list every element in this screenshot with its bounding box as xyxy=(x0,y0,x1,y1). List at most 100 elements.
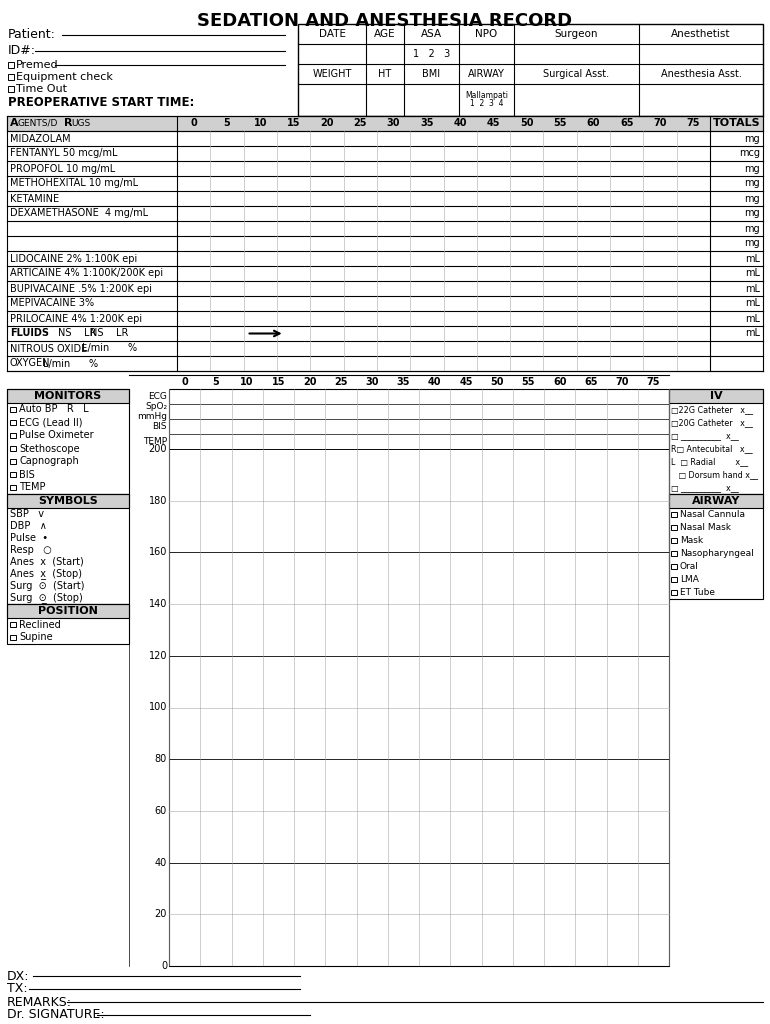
Text: AIRWAY: AIRWAY xyxy=(468,69,505,79)
Bar xyxy=(10,433,15,438)
Text: Nasopharyngeal: Nasopharyngeal xyxy=(680,549,754,558)
Text: Surgical Asst.: Surgical Asst. xyxy=(544,69,610,79)
Text: ASA: ASA xyxy=(421,29,442,39)
Text: 55: 55 xyxy=(521,377,535,387)
Text: 10: 10 xyxy=(253,119,267,128)
Text: SEDATION AND ANESTHESIA RECORD: SEDATION AND ANESTHESIA RECORD xyxy=(197,12,573,30)
Bar xyxy=(10,407,15,413)
Text: R□ Antecubital   x__: R□ Antecubital x__ xyxy=(671,444,752,453)
Text: Anesthesia Asst.: Anesthesia Asst. xyxy=(661,69,742,79)
Text: 70: 70 xyxy=(615,377,629,387)
Text: 35: 35 xyxy=(397,377,410,387)
Bar xyxy=(7,494,129,604)
Text: mL: mL xyxy=(745,329,760,339)
Text: NPO: NPO xyxy=(475,29,497,39)
Text: Oral: Oral xyxy=(680,562,699,571)
Text: POSITION: POSITION xyxy=(38,606,98,616)
Text: □ __________  x__: □ __________ x__ xyxy=(671,431,738,440)
Text: Surg  ⊙  (Start): Surg ⊙ (Start) xyxy=(10,581,85,591)
Text: □22G Catheter   x__: □22G Catheter x__ xyxy=(671,406,753,414)
Text: mL: mL xyxy=(745,268,760,279)
Text: 10: 10 xyxy=(240,377,254,387)
Text: 80: 80 xyxy=(155,755,167,764)
Text: MIDAZOLAM: MIDAZOLAM xyxy=(10,133,71,143)
Text: mg: mg xyxy=(745,194,760,204)
Bar xyxy=(10,420,15,425)
Text: TEMP: TEMP xyxy=(19,482,45,493)
Text: DEXAMETHASONE  4 mg/mL: DEXAMETHASONE 4 mg/mL xyxy=(10,209,148,218)
Text: 20: 20 xyxy=(320,119,333,128)
Text: UGS: UGS xyxy=(71,119,90,128)
Text: 5: 5 xyxy=(223,119,230,128)
Bar xyxy=(7,494,129,508)
Text: 75: 75 xyxy=(647,377,660,387)
Text: Auto BP   R   L: Auto BP R L xyxy=(19,404,89,415)
Text: 120: 120 xyxy=(149,651,167,660)
Text: DBP   ∧: DBP ∧ xyxy=(10,521,47,531)
Text: mcg: mcg xyxy=(739,148,760,159)
Text: 25: 25 xyxy=(334,377,347,387)
Text: BUPIVACAINE .5% 1:200K epi: BUPIVACAINE .5% 1:200K epi xyxy=(10,284,152,294)
Text: 70: 70 xyxy=(653,119,667,128)
Text: OXYGEN: OXYGEN xyxy=(10,358,51,369)
Text: HT: HT xyxy=(378,69,392,79)
Text: ID#:: ID#: xyxy=(8,44,36,57)
Text: AIRWAY: AIRWAY xyxy=(691,496,740,506)
Bar xyxy=(669,389,763,403)
Text: mg: mg xyxy=(745,239,760,249)
Text: MEPIVACAINE 3%: MEPIVACAINE 3% xyxy=(10,299,94,308)
Bar xyxy=(10,484,15,490)
Bar xyxy=(10,445,15,452)
Bar xyxy=(671,590,677,595)
Text: □ __________  x__: □ __________ x__ xyxy=(671,483,738,492)
Text: TOTALS: TOTALS xyxy=(713,119,760,128)
Text: Reclined: Reclined xyxy=(19,620,61,630)
Text: WEIGHT: WEIGHT xyxy=(313,69,352,79)
Text: ECG: ECG xyxy=(148,392,167,401)
Text: TEMP: TEMP xyxy=(143,437,167,446)
Text: NS    LR: NS LR xyxy=(58,329,96,339)
Bar xyxy=(10,459,15,464)
Bar xyxy=(298,24,763,116)
Text: KETAMINE: KETAMINE xyxy=(10,194,59,204)
Text: ECG (Lead II): ECG (Lead II) xyxy=(19,418,82,427)
Text: BIS: BIS xyxy=(152,422,167,431)
Text: Nasal Cannula: Nasal Cannula xyxy=(680,510,745,519)
Bar xyxy=(669,389,763,494)
Bar xyxy=(10,622,15,628)
Text: PRILOCAINE 4% 1:200K epi: PRILOCAINE 4% 1:200K epi xyxy=(10,313,142,324)
Text: Surg  ⊙̲  (Stop): Surg ⊙̲ (Stop) xyxy=(10,593,82,603)
Text: ARTICAINE 4% 1:100K/200K epi: ARTICAINE 4% 1:100K/200K epi xyxy=(10,268,163,279)
Text: AGE: AGE xyxy=(374,29,396,39)
Text: METHOHEXITAL 10 mg/mL: METHOHEXITAL 10 mg/mL xyxy=(10,178,138,188)
Text: 45: 45 xyxy=(487,119,500,128)
Text: Pulse  •: Pulse • xyxy=(10,534,48,543)
Text: BMI: BMI xyxy=(423,69,440,79)
Text: FENTANYL 50 mcg/mL: FENTANYL 50 mcg/mL xyxy=(10,148,118,159)
Text: 65: 65 xyxy=(620,119,634,128)
Text: Anes  x  (Start): Anes x (Start) xyxy=(10,557,84,567)
Text: 60: 60 xyxy=(587,119,600,128)
Text: L  □ Radial        x__: L □ Radial x__ xyxy=(671,457,748,466)
Bar xyxy=(8,75,14,80)
Text: IV: IV xyxy=(710,391,722,401)
Text: SYMBOLS: SYMBOLS xyxy=(38,496,98,506)
Bar xyxy=(7,604,129,644)
Bar xyxy=(671,512,677,517)
Text: DX:: DX: xyxy=(7,970,29,982)
Text: mL: mL xyxy=(745,313,760,324)
Bar xyxy=(7,116,763,131)
Text: Anes  x̲  (Stop): Anes x̲ (Stop) xyxy=(10,568,82,580)
Text: 0: 0 xyxy=(190,119,197,128)
Text: 60: 60 xyxy=(155,806,167,816)
Text: 30: 30 xyxy=(366,377,379,387)
Text: LIDOCAINE 2% 1:100K epi: LIDOCAINE 2% 1:100K epi xyxy=(10,254,137,263)
Text: 160: 160 xyxy=(149,548,167,557)
Text: 1  2  3  4: 1 2 3 4 xyxy=(470,99,504,109)
Text: Surgeon: Surgeon xyxy=(554,29,598,39)
Text: TX:: TX: xyxy=(7,982,28,995)
Text: mg: mg xyxy=(745,209,760,218)
Text: 200: 200 xyxy=(149,444,167,454)
Bar xyxy=(7,604,129,618)
Text: 15: 15 xyxy=(272,377,285,387)
